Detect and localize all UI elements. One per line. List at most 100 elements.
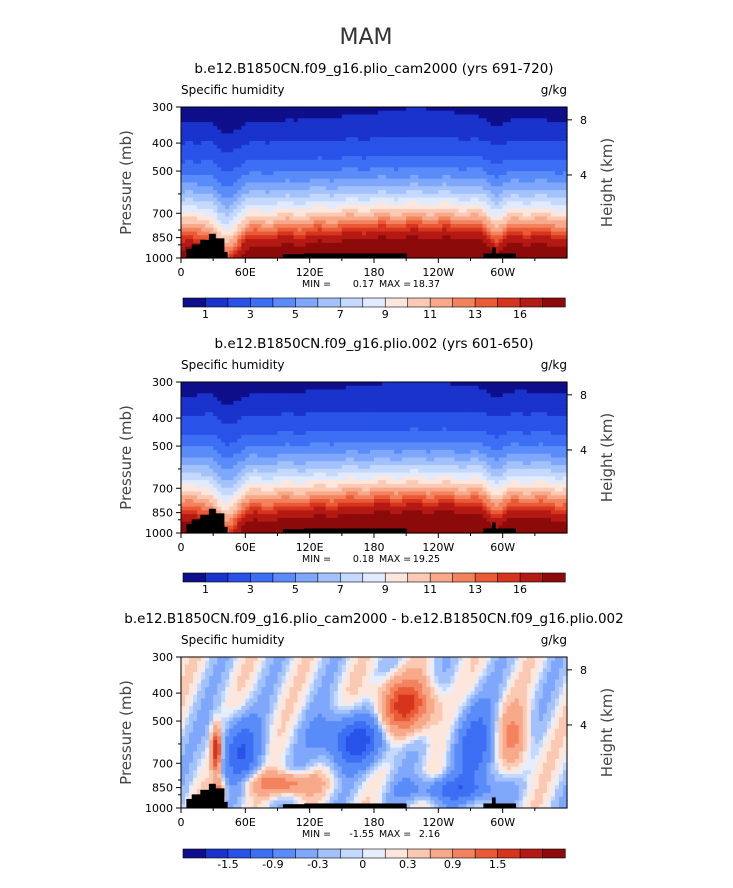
- field-cell: [430, 114, 435, 119]
- field-cell: [245, 148, 250, 153]
- field-cell: [301, 186, 307, 191]
- field-cell: [470, 201, 476, 206]
- field-cell: [217, 231, 222, 236]
- field-cell: [253, 412, 258, 417]
- field-cell: [418, 152, 423, 157]
- field-cell: [261, 125, 267, 131]
- field-cell: [398, 227, 403, 233]
- field-cell: [482, 125, 488, 131]
- field-cell: [313, 122, 319, 127]
- field-cell: [418, 148, 423, 153]
- field-cell: [237, 201, 242, 206]
- field-cell: [394, 159, 399, 165]
- field-cell: [486, 137, 492, 142]
- field-cell: [313, 389, 319, 394]
- topography-block: [298, 254, 301, 258]
- field-cell: [538, 107, 544, 112]
- field-cell: [458, 107, 464, 112]
- field-cell: [426, 193, 431, 199]
- field-cell: [345, 174, 351, 180]
- field-cell: [305, 129, 311, 135]
- field-cell: [550, 171, 556, 176]
- topography-block: [511, 253, 513, 258]
- field-cell: [325, 182, 331, 187]
- field-cell: [434, 144, 439, 150]
- field-cell: [426, 235, 431, 240]
- field-cell: [305, 393, 311, 398]
- field-cell: [365, 178, 371, 184]
- field-cell: [181, 193, 186, 199]
- field-cell: [277, 212, 283, 218]
- field-cell: [285, 227, 291, 233]
- field-cell: [281, 148, 287, 153]
- field-cell: [353, 137, 359, 142]
- field-cell: [450, 148, 456, 153]
- field-cell: [474, 212, 480, 218]
- field-cell: [546, 114, 552, 119]
- field-cell: [273, 382, 279, 387]
- field-cell: [349, 231, 355, 236]
- field-cell: [309, 393, 315, 398]
- field-cell: [446, 389, 451, 394]
- field-cell: [229, 393, 234, 398]
- field-cell: [446, 393, 451, 398]
- field-cell: [361, 250, 367, 255]
- field-cell: [289, 231, 295, 236]
- field-cell: [201, 110, 206, 116]
- field-cell: [506, 239, 512, 244]
- field-cell: [257, 125, 263, 131]
- field-cell: [245, 201, 250, 206]
- field-cell: [414, 254, 419, 259]
- field-cell: [498, 408, 504, 413]
- field-cell: [530, 400, 536, 406]
- field-cell: [562, 239, 568, 244]
- field-cell: [229, 125, 234, 131]
- field-cell: [257, 404, 263, 410]
- field-cell: [562, 110, 568, 116]
- field-cell: [245, 197, 250, 202]
- field-cell: [181, 118, 186, 123]
- field-cell: [462, 193, 468, 199]
- field-cell: [325, 239, 331, 244]
- field-cell: [233, 152, 238, 157]
- field-cell: [526, 178, 532, 184]
- field-cell: [345, 107, 351, 112]
- field-cell: [510, 242, 516, 248]
- field-cell: [442, 186, 447, 191]
- field-cell: [285, 118, 291, 123]
- field-cell: [390, 140, 395, 146]
- field-cell: [289, 148, 295, 153]
- field-cell: [309, 231, 315, 236]
- field-cell: [410, 122, 415, 127]
- field-cell: [490, 201, 496, 206]
- field-cell: [197, 239, 202, 244]
- field-cell: [233, 400, 238, 406]
- field-cell: [542, 107, 548, 112]
- field-cell: [245, 239, 250, 244]
- colorbar: 1 3 5 7 9 11 13 16: [182, 297, 566, 321]
- field-cell: [514, 239, 520, 244]
- field-cell: [498, 178, 504, 184]
- field-cell: [185, 208, 190, 214]
- field-cell: [482, 385, 488, 391]
- field-cell: [297, 190, 303, 195]
- field-cell: [353, 397, 359, 402]
- field-cell: [546, 163, 552, 169]
- field-cell: [341, 140, 347, 146]
- field-cell: [450, 216, 456, 221]
- field-cell: [510, 246, 516, 252]
- field-cell: [289, 389, 295, 394]
- field-cell: [514, 208, 520, 214]
- topography-block: [345, 253, 347, 258]
- field-cell: [281, 408, 287, 413]
- field-cell: [181, 190, 186, 195]
- field-cell: [261, 118, 267, 123]
- field-cell: [534, 227, 540, 233]
- field-cell: [418, 201, 423, 206]
- topography-block: [303, 254, 305, 258]
- colorbar-label: 13: [468, 308, 482, 321]
- field-cell: [321, 205, 327, 210]
- field-cell: [285, 107, 291, 112]
- field-cell: [458, 382, 464, 387]
- field-cell: [558, 167, 564, 172]
